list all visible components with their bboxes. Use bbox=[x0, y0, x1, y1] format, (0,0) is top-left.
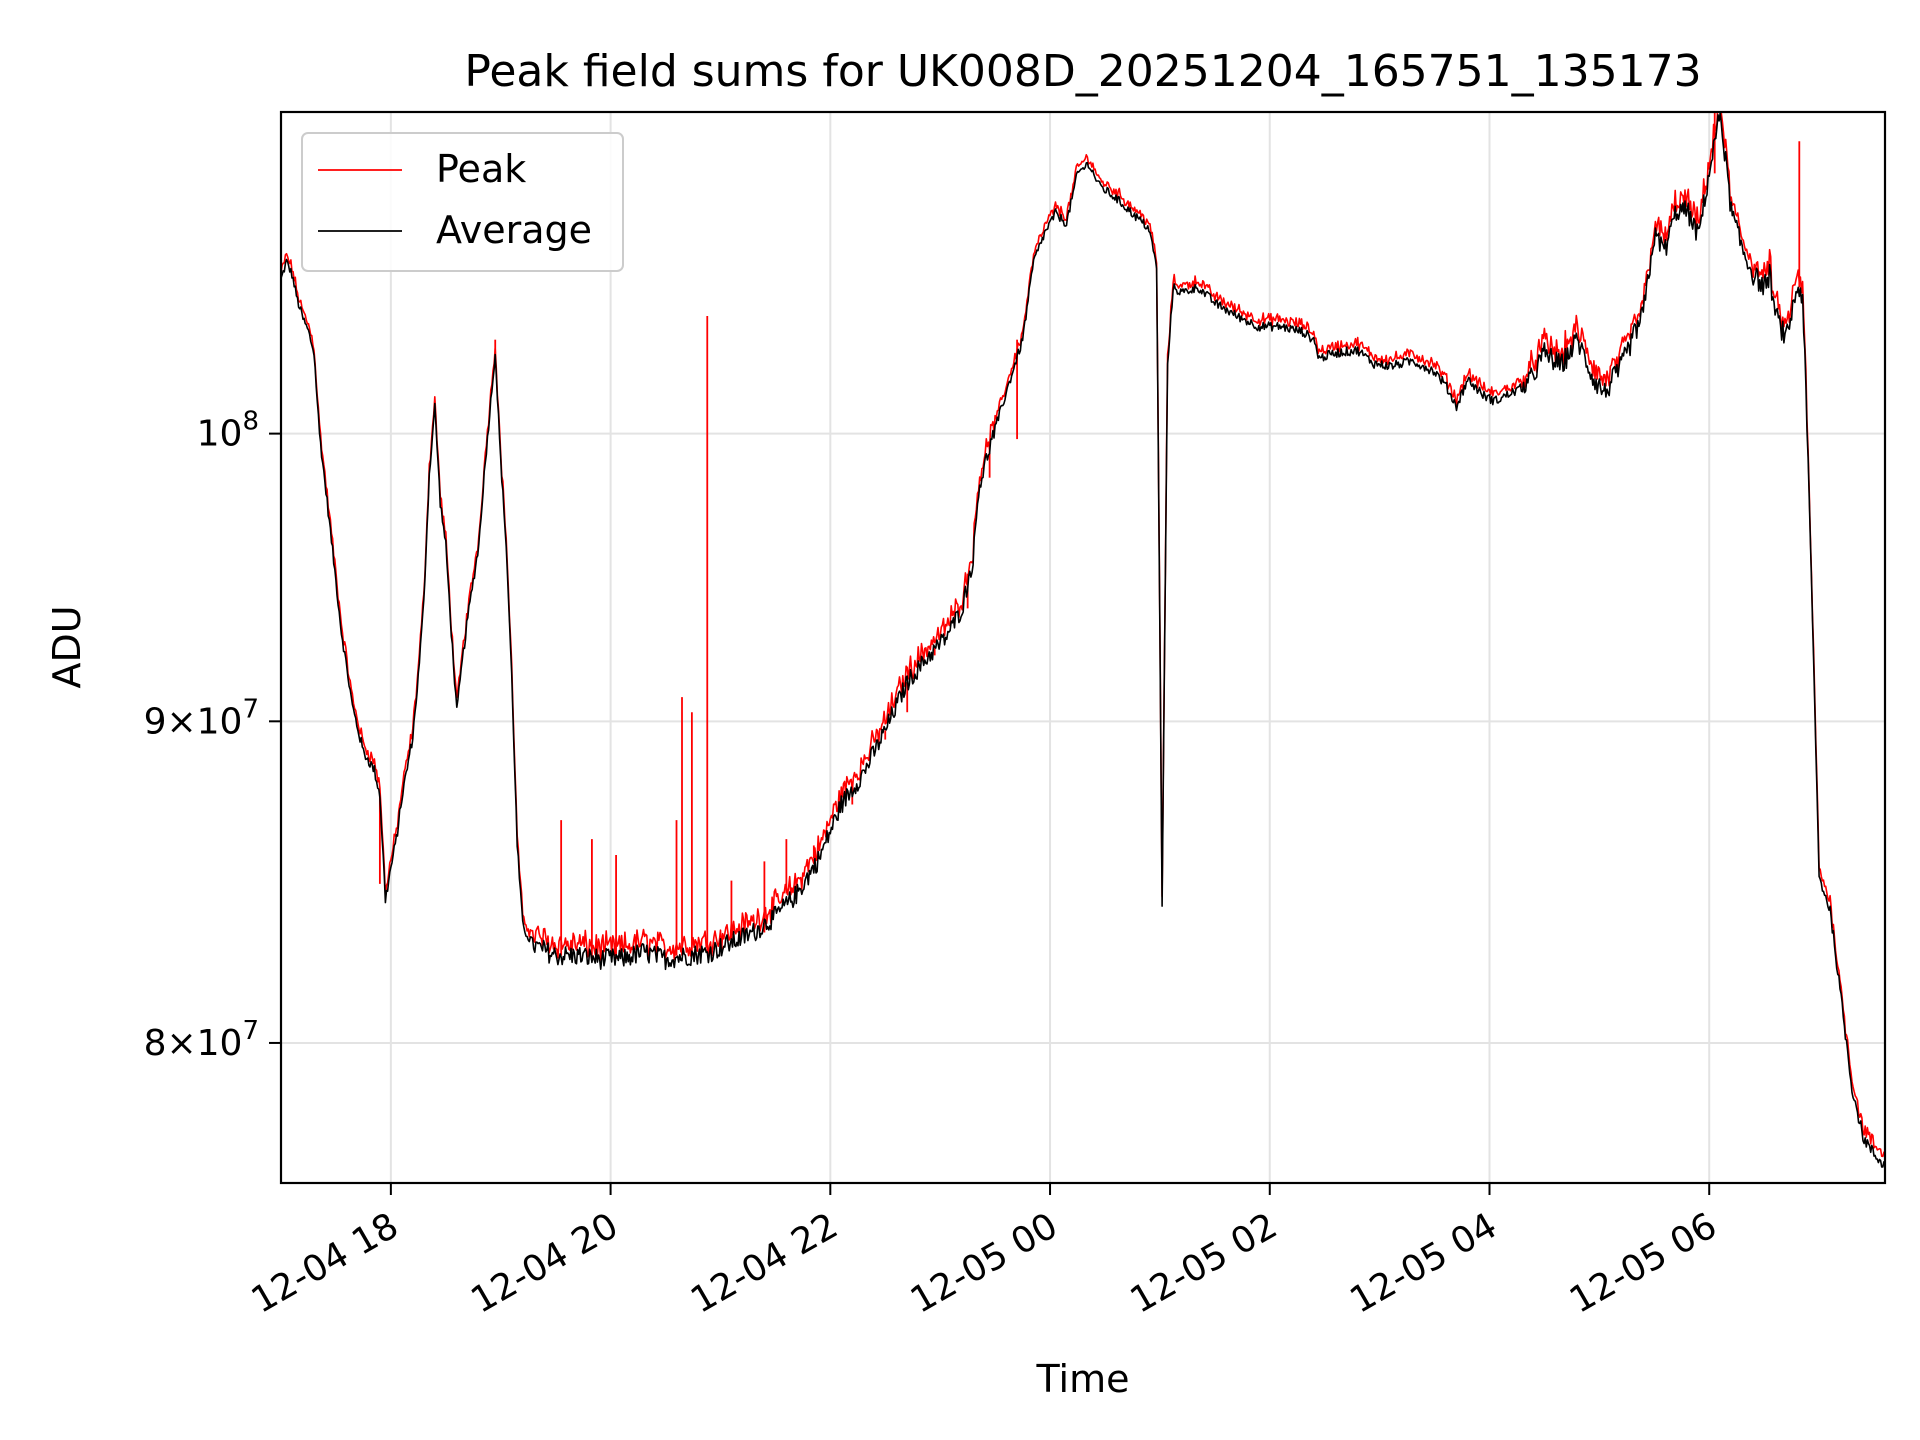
x-tick-label: 12-05 06 bbox=[1563, 1205, 1724, 1321]
chart-title: Peak field sums for UK008D_20251204_1657… bbox=[464, 46, 1701, 97]
y-tick-label: 9×107 bbox=[144, 694, 259, 742]
y-tick-label: 108 bbox=[197, 407, 259, 455]
legend: Peak Average bbox=[301, 132, 624, 272]
x-axis-ticks: 12-04 18 12-04 20 12-04 22 12-05 00 12-05 02… bbox=[245, 1183, 1724, 1322]
x-tick-label: 12-04 18 bbox=[245, 1205, 406, 1321]
series-line-average bbox=[281, 112, 1885, 1168]
x-tick-label: 12-04 20 bbox=[464, 1205, 625, 1321]
legend-label-peak: Peak bbox=[436, 147, 526, 191]
x-tick-label: 12-05 02 bbox=[1124, 1205, 1285, 1321]
x-axis-label: Time bbox=[1036, 1357, 1130, 1401]
x-tick-label: 12-05 04 bbox=[1343, 1205, 1504, 1321]
grid-lines bbox=[281, 112, 1885, 1183]
x-tick-label: 12-04 22 bbox=[684, 1205, 845, 1321]
legend-box bbox=[301, 132, 624, 272]
y-tick-label: 8×107 bbox=[144, 1016, 259, 1064]
x-tick-label: 12-05 00 bbox=[904, 1205, 1065, 1321]
plot-lines bbox=[281, 112, 1885, 1168]
y-axis-label: ADU bbox=[45, 605, 89, 688]
plot-area-frame bbox=[279, 110, 1887, 1185]
legend-label-average: Average bbox=[436, 208, 592, 252]
y-axis-ticks: 8×107 9×107 108 bbox=[144, 407, 281, 1064]
